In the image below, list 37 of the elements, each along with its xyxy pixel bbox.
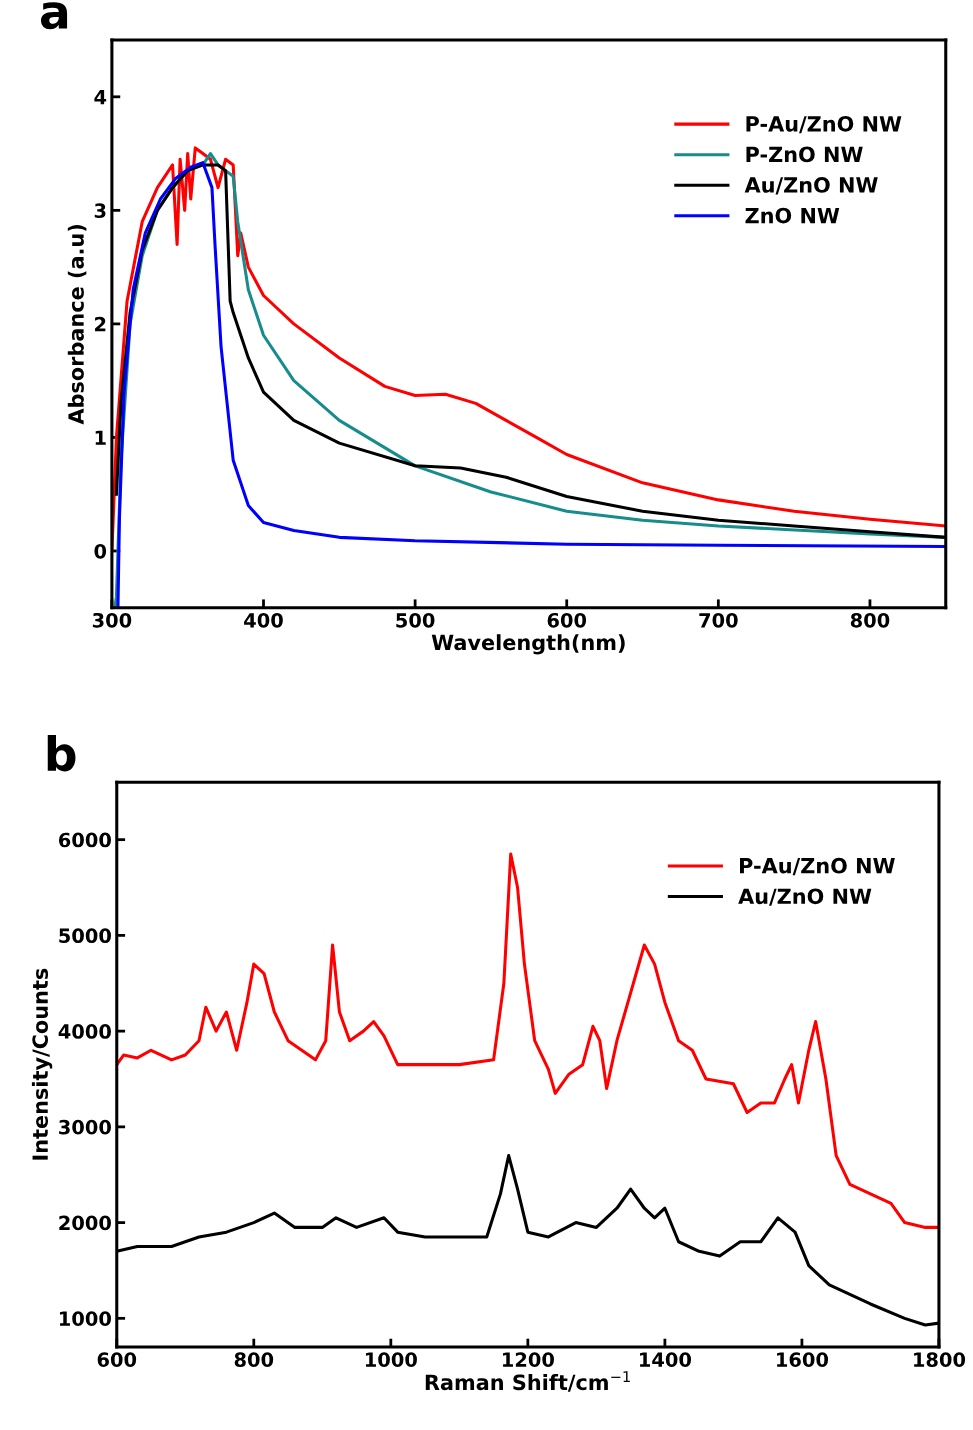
- y-tick-label: 4000: [58, 1024, 111, 1039]
- x-tick-label: 800: [850, 612, 890, 628]
- x-tick-label: 400: [244, 612, 283, 628]
- x-tick-label: 600: [97, 1352, 137, 1367]
- y-axis-title: Intensity/Counts: [31, 968, 53, 1160]
- legend-label: P-ZnO NW: [746, 146, 863, 163]
- legend-label: Au/ZnO NW: [738, 888, 872, 906]
- x-tick-label: 1200: [502, 1352, 554, 1367]
- y-tick-label: 6000: [58, 832, 111, 848]
- legend-label: Au/ZnO NW: [744, 177, 878, 195]
- x-tick-label: 600: [547, 612, 587, 628]
- legend-label: P-Au/ZnO NW: [740, 857, 895, 876]
- x-tick-label: 1600: [777, 1352, 829, 1367]
- legend-label: P-Au/ZnO NW: [746, 115, 902, 134]
- y-tick-label: 2000: [59, 1215, 111, 1231]
- x-axis-title: Wavelength(nm): [431, 634, 625, 655]
- legend-label: ZnO NW: [745, 207, 840, 224]
- y-tick-label: 1: [95, 430, 106, 445]
- x-tick-label: 300: [92, 612, 132, 628]
- x-axis-title: Raman Shift/cm$^{−1}$: [425, 1371, 630, 1392]
- y-axis-title: Absorbance (a.u): [67, 224, 87, 425]
- x-tick-label: 1400: [640, 1352, 692, 1367]
- y-tick-label: 1000: [59, 1311, 111, 1326]
- text: a: [40, 2, 68, 30]
- line-series: [116, 852, 939, 1229]
- y-tick-label: 3: [94, 203, 106, 219]
- text: b: [47, 734, 76, 772]
- x-tick-label: 800: [234, 1352, 274, 1367]
- y-tick-label: 4: [94, 90, 107, 105]
- y-tick-label: 2: [95, 316, 106, 332]
- y-tick-label: 0: [94, 543, 107, 559]
- x-tick-label: 1800: [914, 1352, 966, 1367]
- y-tick-label: 3000: [59, 1119, 111, 1135]
- y-tick-label: 5000: [59, 928, 111, 944]
- x-tick-label: 500: [396, 612, 435, 628]
- x-tick-label: 700: [699, 612, 738, 628]
- x-tick-label: 1000: [365, 1352, 417, 1367]
